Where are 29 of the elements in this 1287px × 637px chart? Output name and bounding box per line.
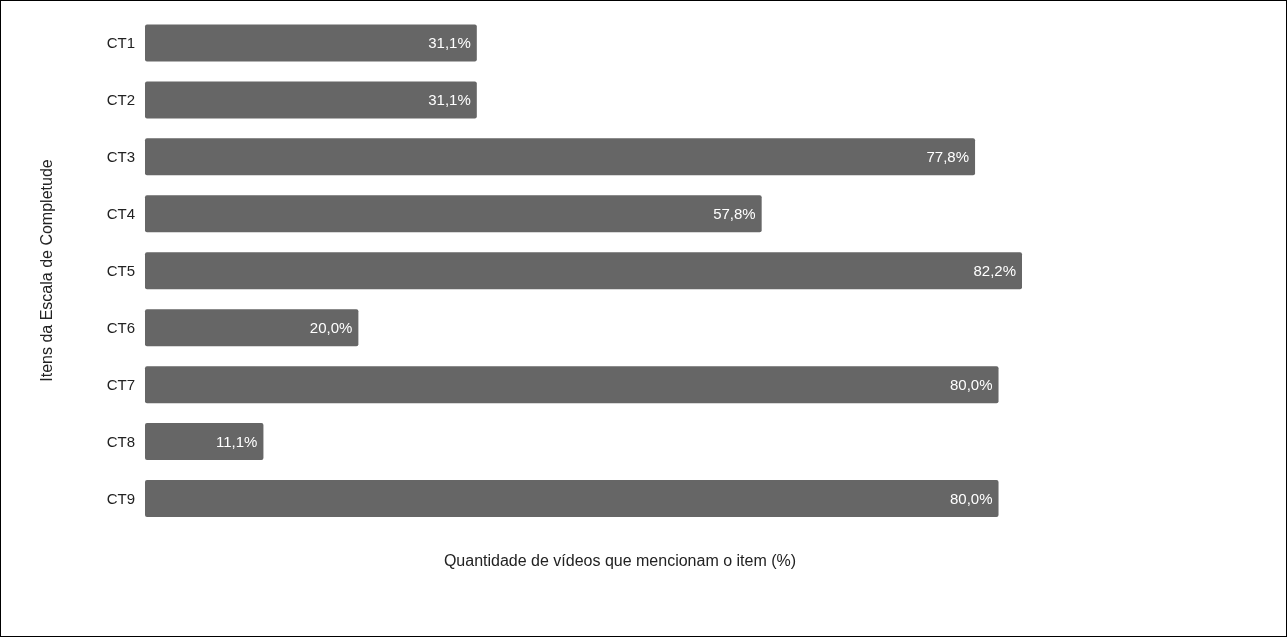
data-label: 31,1% — [428, 91, 471, 109]
bar — [145, 309, 359, 347]
y-tick-label: CT2 — [106, 91, 135, 109]
data-label: 11,1% — [216, 432, 258, 450]
y-tick-label: CT4 — [106, 205, 135, 223]
y-tick-label: CT1 — [106, 34, 135, 52]
y-tick-label: CT8 — [106, 432, 135, 450]
bar — [145, 195, 762, 233]
bar — [145, 81, 477, 119]
data-label: 82,2% — [973, 262, 1016, 279]
y-tick-label: CT5 — [106, 262, 135, 279]
y-tick-label: CT6 — [106, 318, 135, 336]
bar — [145, 138, 976, 176]
bar — [145, 366, 999, 404]
y-tick-label: CT3 — [106, 148, 135, 166]
bar — [145, 24, 477, 62]
bar — [145, 423, 264, 461]
y-tick-label: CT7 — [106, 375, 135, 393]
y-tick-label: CT9 — [106, 489, 135, 507]
data-label: 31,1% — [428, 34, 471, 52]
x-axis-title: Quantidade de vídeos que mencionam o item (%) — [443, 552, 797, 569]
data-label: 80,0% — [949, 375, 993, 393]
data-label: 77,8% — [926, 148, 970, 166]
data-label: 80,0% — [949, 489, 993, 507]
y-axis-title: Itens da Escala de Completude — [38, 159, 55, 382]
bar — [145, 252, 1022, 290]
data-label: 57,8% — [713, 205, 756, 223]
data-label: 20,0% — [309, 318, 353, 336]
bar — [145, 480, 999, 518]
